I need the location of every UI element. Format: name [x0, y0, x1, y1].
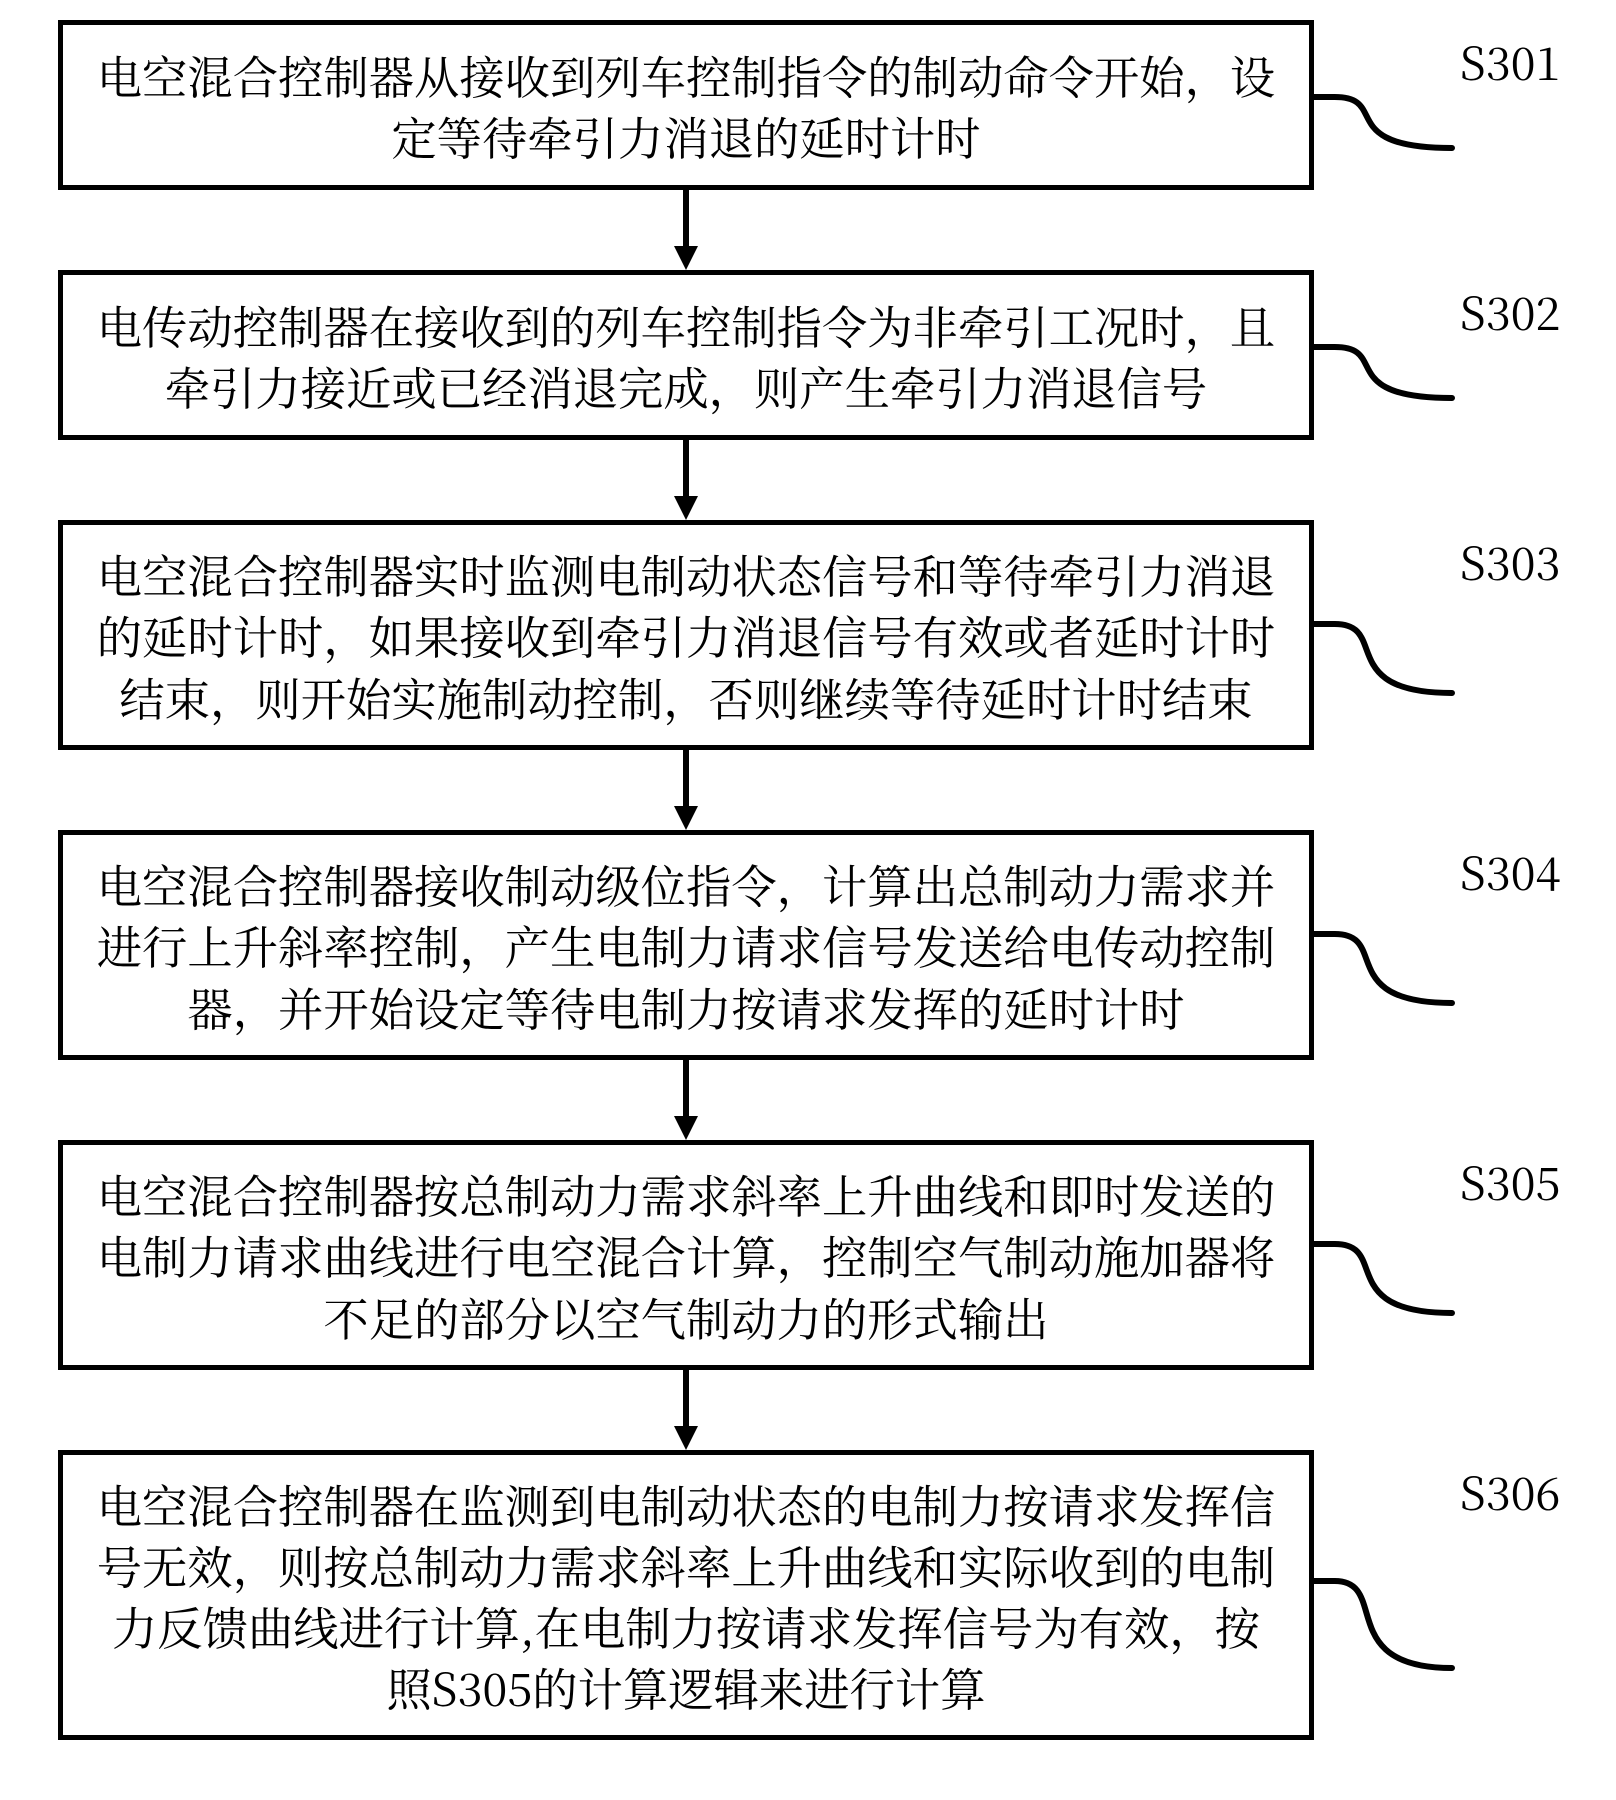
flow-step-s302: 电传动控制器在接收到的列车控制指令为非牵引工况时，且 牵引力接近或已经消退完成，…	[58, 270, 1314, 440]
flow-arrow-head	[674, 1426, 698, 1450]
flow-step-text: 电空混合控制器接收制动级位指令，计算出总制动力需求并 进行上升斜率控制，产生电制…	[97, 853, 1276, 1037]
step-label-connector	[1314, 93, 1452, 152]
flow-step-s303: 电空混合控制器实时监测电制动状态信号和等待牵引力消退 的延时计时，如果接收到牵引…	[58, 520, 1314, 750]
step-label-s303: S303	[1460, 528, 1561, 593]
flow-arrow-head	[674, 246, 698, 270]
flow-arrow-head	[674, 496, 698, 520]
step-label-s306: S306	[1460, 1458, 1561, 1523]
flow-step-s301: 电空混合控制器从接收到列车控制指令的制动命令开始，设 定等待牵引力消退的延时计时	[58, 20, 1314, 190]
step-label-s304: S304	[1460, 838, 1561, 903]
step-label-connector	[1314, 1577, 1452, 1672]
flow-step-text: 电空混合控制器从接收到列车控制指令的制动命令开始，设 定等待牵引力消退的延时计时	[97, 44, 1276, 166]
flow-arrow-shaft	[683, 190, 689, 246]
step-label-connector	[1314, 1240, 1452, 1317]
flow-arrow	[674, 1060, 698, 1140]
flow-arrow-shaft	[683, 1060, 689, 1116]
flow-arrow	[674, 440, 698, 520]
flow-step-s305: 电空混合控制器按总制动力需求斜率上升曲线和即时发送的 电制力请求曲线进行电空混合…	[58, 1140, 1314, 1370]
flowchart-container: 电空混合控制器从接收到列车控制指令的制动命令开始，设 定等待牵引力消退的延时计时…	[58, 20, 1314, 1740]
flow-arrow-shaft	[683, 440, 689, 496]
flow-arrow	[674, 190, 698, 270]
flow-step-text: 电传动控制器在接收到的列车控制指令为非牵引工况时，且 牵引力接近或已经消退完成，…	[97, 294, 1276, 416]
flow-step-s306: 电空混合控制器在监测到电制动状态的电制力按请求发挥信 号无效，则按总制动力需求斜…	[58, 1450, 1314, 1740]
flow-arrow-head	[674, 806, 698, 830]
step-label-s302: S302	[1460, 278, 1561, 343]
flow-step-text: 电空混合控制器按总制动力需求斜率上升曲线和即时发送的 电制力请求曲线进行电空混合…	[97, 1163, 1276, 1347]
step-label-s301: S301	[1460, 28, 1561, 93]
step-label-connector	[1314, 930, 1452, 1007]
flow-arrow-shaft	[683, 1370, 689, 1426]
flow-step-text: 电空混合控制器在监测到电制动状态的电制力按请求发挥信 号无效，则按总制动力需求斜…	[97, 1473, 1276, 1718]
flow-step-text: 电空混合控制器实时监测电制动状态信号和等待牵引力消退 的延时计时，如果接收到牵引…	[97, 543, 1276, 727]
flow-step-s304: 电空混合控制器接收制动级位指令，计算出总制动力需求并 进行上升斜率控制，产生电制…	[58, 830, 1314, 1060]
step-label-connector	[1314, 620, 1452, 697]
step-label-s305: S305	[1460, 1148, 1561, 1213]
flow-arrow	[674, 1370, 698, 1450]
step-label-connector	[1314, 343, 1452, 402]
flow-arrow-shaft	[683, 750, 689, 806]
flow-arrow-head	[674, 1116, 698, 1140]
flow-arrow	[674, 750, 698, 830]
